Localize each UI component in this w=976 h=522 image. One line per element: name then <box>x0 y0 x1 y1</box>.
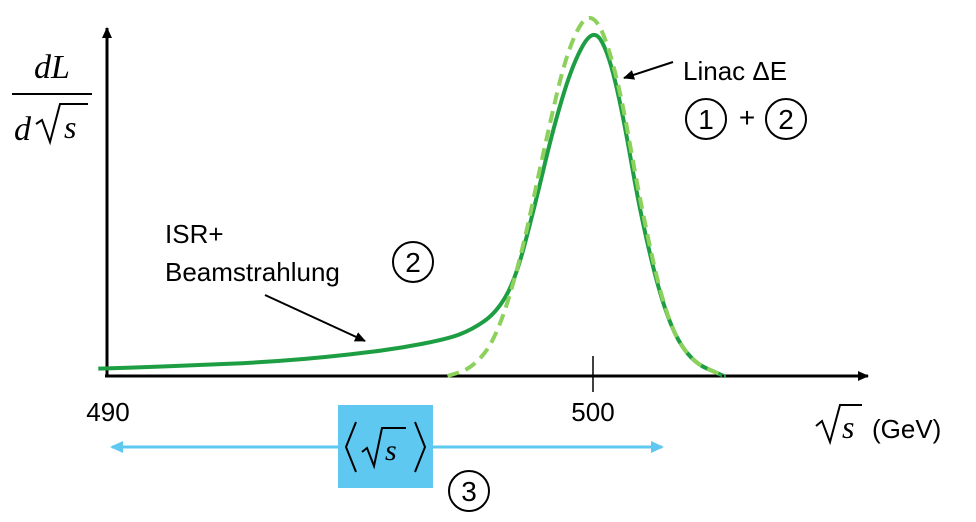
y-label-numerator: dL <box>34 49 70 86</box>
x-axis-label: s (GeV) <box>815 404 941 446</box>
circle-2-isr <box>392 241 434 283</box>
annotation-mean-energy: s 3 <box>110 405 664 512</box>
circle-3-label: 3 <box>461 476 477 507</box>
circle-2-top-label: 2 <box>778 104 794 135</box>
x-label-symbol: s <box>842 409 854 445</box>
annotation-linac: Linac ΔE 1 + 2 <box>623 56 807 140</box>
circle-1-label: 1 <box>698 104 714 135</box>
y-label-s: s <box>64 109 76 145</box>
isr-label-line1: ISR+ <box>165 219 224 249</box>
tick-label-500: 500 <box>571 397 614 427</box>
mean-energy-box <box>338 405 433 488</box>
y-label-d: d <box>14 111 32 148</box>
circle-2-top <box>765 98 807 140</box>
circle-3 <box>448 470 490 512</box>
circle-2-isr-label: 2 <box>405 247 421 278</box>
plus-sign: + <box>739 102 755 133</box>
tick-label-490: 490 <box>86 397 129 427</box>
linac-label: Linac ΔE <box>683 56 787 86</box>
circle-1 <box>685 98 727 140</box>
x-label-unit: (GeV) <box>872 414 941 444</box>
annotation-isr: ISR+ Beamstrahlung 2 <box>165 219 434 342</box>
isr-label-line2: Beamstrahlung <box>165 257 340 287</box>
mean-energy-symbol: s <box>385 434 397 467</box>
series-line-dashed <box>446 15 726 378</box>
series-line-solid <box>98 32 726 378</box>
y-axis-label: dL d s <box>12 49 92 148</box>
